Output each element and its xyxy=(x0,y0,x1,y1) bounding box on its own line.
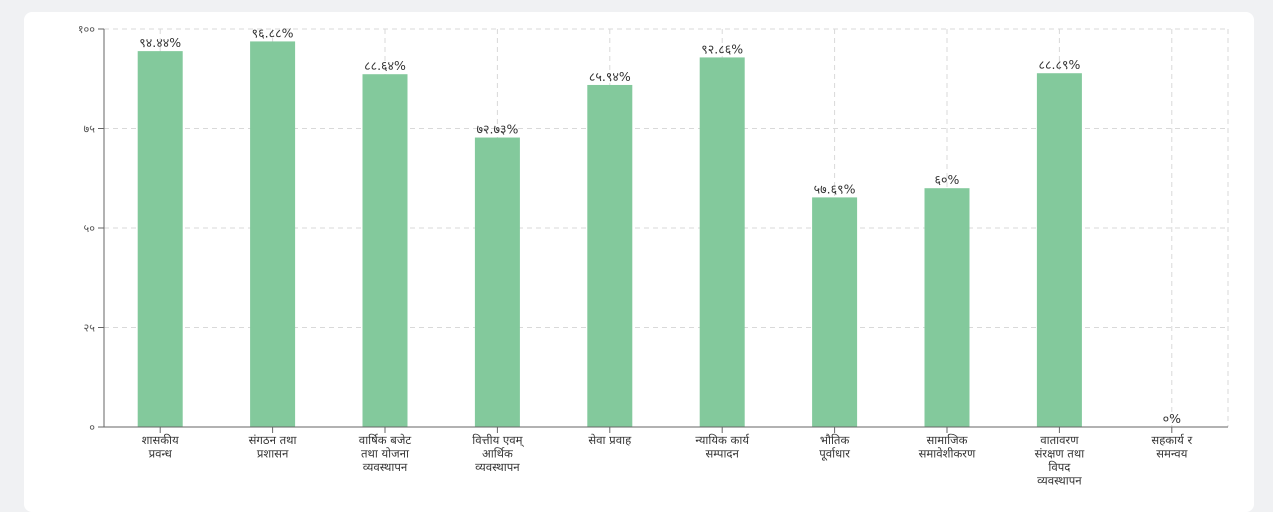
bar[interactable] xyxy=(924,188,970,427)
x-tick-label: न्यायिक कार्य सम्पादन xyxy=(695,433,750,461)
x-tick-label: वार्षिक बजेट तथा योजना व्यवस्थापन xyxy=(359,433,412,474)
x-tick-label: वित्तीय एवम् आर्थिक व्यवस्थापन xyxy=(472,433,524,474)
x-tick-label: भौतिक पूर्वाधार xyxy=(819,433,850,462)
bar[interactable] xyxy=(137,51,183,428)
data-label: ६०% xyxy=(935,172,960,187)
data-label: ५७.६९% xyxy=(814,181,856,196)
bar-chart: ० २५ ५० ७५ १०० ९४.४४% ९६.८८% ८८.६४% ७२.७३% ८५.९४%… xyxy=(78,23,1229,488)
data-label: ८८.८९% xyxy=(1038,57,1080,72)
x-tick-label: शासकीय प्रवन्ध xyxy=(142,433,179,461)
y-tick-label: ० xyxy=(89,421,95,434)
y-tick-label: २५ xyxy=(84,322,96,335)
data-label: ०% xyxy=(1163,411,1182,426)
x-tick-label: सेवा प्रवाह xyxy=(588,433,632,447)
x-tick-label: सामाजिक समावेशीकरण xyxy=(919,433,976,461)
bar[interactable] xyxy=(474,137,520,427)
x-tick-label: संगठन तथा प्रशासन xyxy=(249,433,298,461)
bar[interactable] xyxy=(250,41,296,427)
y-tick-label: १०० xyxy=(78,23,95,36)
x-tick-label: सहकार्य र समन्वय xyxy=(1151,433,1192,461)
y-tick-label: ७५ xyxy=(84,123,96,136)
bar[interactable] xyxy=(362,74,408,427)
bar[interactable] xyxy=(699,57,745,427)
bar[interactable] xyxy=(587,84,633,427)
x-tick-label: वातावरण संरक्षण तथा विपद व्यवस्थापन xyxy=(1035,433,1086,488)
data-label: ९६.८८% xyxy=(252,25,294,40)
data-label: ८५.९४% xyxy=(589,69,631,84)
data-label: ८८.६४% xyxy=(364,58,406,73)
data-label: ९२.८६% xyxy=(701,41,743,56)
bar[interactable] xyxy=(1036,73,1082,427)
chart-card: ० २५ ५० ७५ १०० ९४.४४% ९६.८८% ८८.६४% ७२.७३% ८५.९४%… xyxy=(24,12,1254,512)
data-label: ७२.७३% xyxy=(476,122,518,137)
data-label: ९४.४४% xyxy=(139,35,181,50)
y-tick-label: ५० xyxy=(84,222,96,235)
bar[interactable] xyxy=(812,197,858,427)
